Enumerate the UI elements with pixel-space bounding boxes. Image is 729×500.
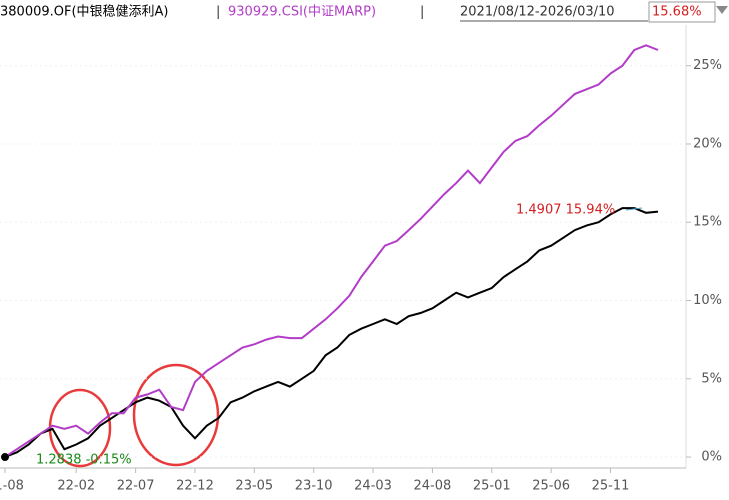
x-tick-label: 24-08: [414, 479, 452, 494]
annotation: 1.2838 -0.15%: [36, 453, 132, 468]
start-marker: [1, 453, 9, 462]
y-tick-label: 25%: [693, 58, 722, 73]
y-tick-label: 15%: [693, 215, 722, 230]
x-tick-label: 22-12: [176, 479, 214, 494]
x-tick-label: 21-08: [0, 479, 24, 494]
x-tick-label: 24-03: [354, 479, 392, 494]
x-tick-label: 22-02: [57, 479, 95, 494]
series-line: [4, 207, 659, 458]
separator: |: [216, 5, 220, 20]
x-tick-label: 25-11: [592, 479, 630, 494]
dropdown-arrow[interactable]: [716, 6, 728, 14]
highlight-circle: [132, 363, 220, 467]
annotation-leader: [625, 207, 643, 211]
y-tick-label: 10%: [693, 293, 722, 308]
x-tick-label: 25-06: [532, 479, 570, 494]
date-range: 2021/08/12-2026/03/10: [460, 5, 615, 20]
series-1-legend: 930929.CSI(中证MARP): [228, 5, 376, 20]
y-tick-label: 5%: [701, 371, 722, 386]
y-tick-label: 0%: [701, 450, 722, 465]
total-return: 15.68%: [652, 5, 702, 20]
x-tick-label: 23-05: [235, 479, 273, 494]
x-tick-label: 22-07: [117, 479, 155, 494]
annotation: 1.4907 15.94%: [516, 203, 615, 218]
return-box: [648, 1, 716, 23]
series-0-legend: 380009.OF(中银稳健添利A): [0, 4, 169, 20]
series-line: [4, 44, 659, 458]
x-tick-label: 23-10: [295, 479, 333, 494]
separator: |: [420, 5, 424, 20]
y-tick-label: 20%: [693, 136, 722, 151]
x-tick-label: 25-01: [473, 479, 511, 494]
